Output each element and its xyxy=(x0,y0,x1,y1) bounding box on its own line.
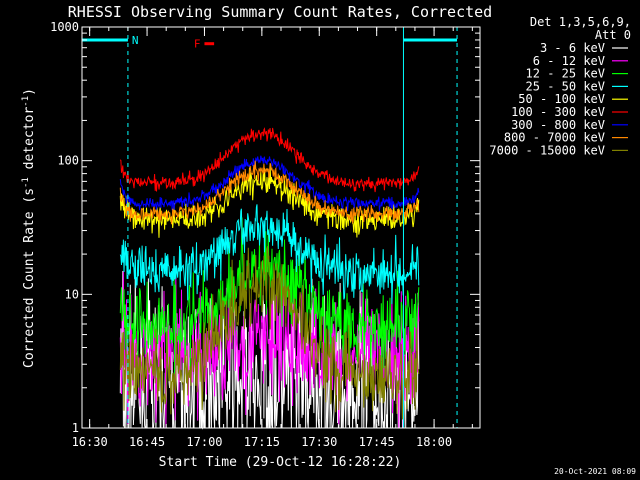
y-axis-ticks: 1 10 100 1000 xyxy=(50,20,480,435)
legend-entry-label: 7000 - 15000 keV xyxy=(489,143,605,157)
legend-entry-label: 12 - 25 keV xyxy=(526,67,605,81)
y-axis-label: Corrected Count Rate (s-1 detector-1) xyxy=(21,88,37,368)
y-tick-label: 1000 xyxy=(50,20,79,34)
y-axis-label-sup2: -1 xyxy=(21,96,31,107)
flare-label: F xyxy=(194,38,201,51)
y-tick-label: 1 xyxy=(72,421,79,435)
legend-header-line1: Det 1,3,5,6,9, xyxy=(530,15,631,29)
x-tick-label: 17:00 xyxy=(186,435,222,449)
x-axis-ticks: 16:30 16:45 17:00 17:15 17:30 17:45 18:00 xyxy=(72,27,473,449)
series-line xyxy=(119,160,420,225)
legend-entry-label: 100 - 300 keV xyxy=(511,105,605,119)
x-tick-label: 17:15 xyxy=(244,435,280,449)
y-axis-label-end: ) xyxy=(22,88,37,96)
legend-entry-label: 800 - 7000 keV xyxy=(504,131,605,145)
series-line xyxy=(119,127,420,193)
footer-timestamp: 20-Oct-2021 08:09 xyxy=(554,467,636,476)
legend-entry-label: 3 - 6 keV xyxy=(540,41,605,55)
legend-entry-label: 300 - 800 keV xyxy=(511,118,605,132)
series-layer xyxy=(119,127,420,430)
series-line xyxy=(119,204,420,305)
legend-entry-label: 50 - 100 keV xyxy=(518,92,605,106)
y-tick-label: 100 xyxy=(57,154,79,168)
y-axis-label-mid: detector xyxy=(22,107,37,178)
legend-entry-label: 25 - 50 keV xyxy=(526,79,605,93)
y-axis-label-sup1: -1 xyxy=(21,177,31,188)
legend-entry-label: 6 - 12 keV xyxy=(533,54,605,68)
series-line xyxy=(119,246,420,420)
x-tick-label: 16:30 xyxy=(72,435,108,449)
x-tick-label: 17:45 xyxy=(359,435,395,449)
night-label: N xyxy=(132,34,139,47)
x-tick-label: 16:45 xyxy=(129,435,165,449)
x-axis-label: Start Time (29-Oct-12 16:28:22) xyxy=(159,455,402,470)
series-line xyxy=(119,155,420,211)
x-tick-label: 17:30 xyxy=(301,435,337,449)
y-axis-label-main: Corrected Count Rate (s xyxy=(22,188,37,368)
chart-title: RHESSI Observing Summary Count Rates, Co… xyxy=(68,3,492,21)
y-tick-label: 10 xyxy=(65,287,79,301)
x-tick-label: 18:00 xyxy=(416,435,452,449)
legend-header-line2: Att 0 xyxy=(595,28,631,42)
